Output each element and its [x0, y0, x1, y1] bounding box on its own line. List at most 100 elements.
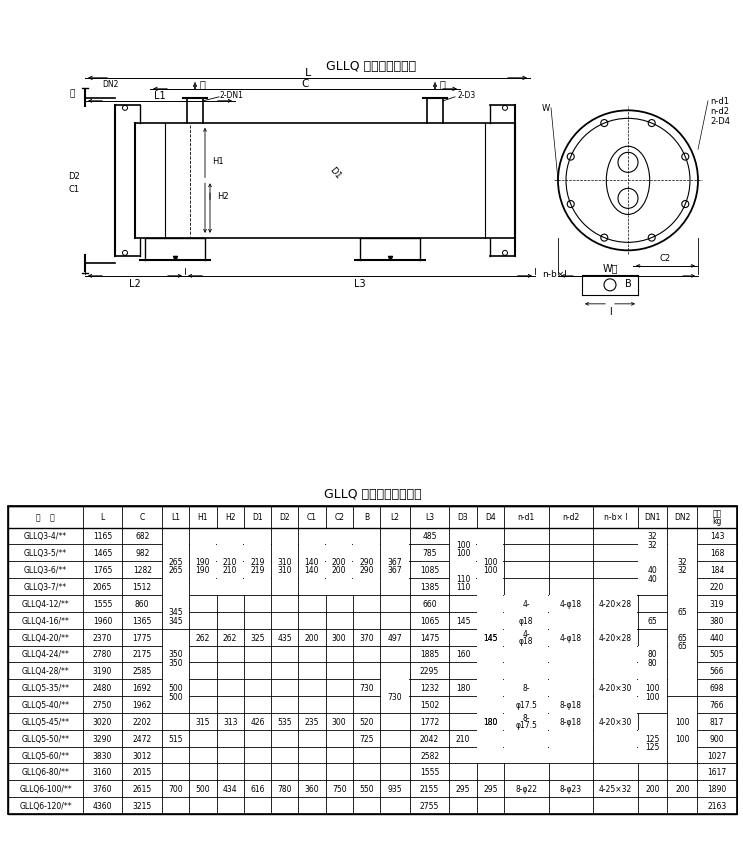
Text: 3830: 3830 — [93, 751, 112, 760]
Bar — [163, 528, 189, 595]
Text: 550: 550 — [359, 785, 374, 793]
Text: 2202: 2202 — [133, 717, 152, 726]
Text: 290: 290 — [359, 557, 374, 566]
Text: 1692: 1692 — [132, 683, 152, 693]
Text: 1512: 1512 — [133, 582, 152, 591]
Text: 32: 32 — [648, 532, 658, 541]
Bar — [477, 596, 504, 679]
Text: 180: 180 — [456, 683, 470, 693]
Text: 682: 682 — [135, 532, 149, 541]
Bar — [668, 528, 697, 595]
Text: 2015: 2015 — [132, 768, 152, 776]
Text: 210: 210 — [223, 557, 237, 566]
Text: 2163: 2163 — [707, 801, 727, 810]
Text: 4-20×30: 4-20×30 — [599, 717, 632, 726]
Text: L: L — [100, 513, 105, 521]
Text: 1555: 1555 — [93, 599, 112, 608]
Bar — [668, 663, 697, 696]
Text: 1475: 1475 — [420, 633, 439, 642]
Text: 65: 65 — [678, 607, 687, 617]
Text: 3012: 3012 — [132, 751, 152, 760]
Text: 145: 145 — [455, 616, 470, 625]
Text: 497: 497 — [388, 633, 402, 642]
Text: 8-φ18: 8-φ18 — [559, 717, 582, 726]
Text: 3160: 3160 — [93, 768, 112, 776]
Text: 350: 350 — [169, 650, 183, 659]
Bar — [163, 646, 189, 679]
Text: 319: 319 — [710, 599, 724, 608]
Bar — [8, 506, 737, 814]
Text: 200: 200 — [646, 785, 660, 793]
Text: 1960: 1960 — [93, 616, 112, 625]
Text: D2: D2 — [68, 171, 80, 181]
Text: 367: 367 — [388, 566, 402, 574]
Text: 2750: 2750 — [93, 700, 112, 709]
Text: 8-φ22: 8-φ22 — [515, 785, 537, 793]
Text: 219: 219 — [250, 557, 265, 566]
Text: 4-: 4- — [522, 599, 530, 608]
Text: 3290: 3290 — [93, 734, 112, 743]
Text: C2: C2 — [334, 513, 344, 521]
Text: 140: 140 — [305, 557, 319, 566]
Bar — [380, 679, 409, 713]
Text: C2: C2 — [660, 254, 671, 263]
Bar — [189, 528, 216, 595]
Text: 1365: 1365 — [132, 616, 152, 625]
Text: D1: D1 — [252, 513, 263, 521]
Text: 2780: 2780 — [93, 650, 112, 659]
Text: l: l — [609, 307, 611, 316]
Text: 65: 65 — [678, 633, 687, 642]
Text: GLLQ5-60/**: GLLQ5-60/** — [22, 751, 70, 760]
Text: 4-25×32: 4-25×32 — [599, 785, 632, 793]
Text: GLLQ5-40/**: GLLQ5-40/** — [22, 700, 70, 709]
Text: 730: 730 — [388, 692, 402, 700]
Text: 900: 900 — [710, 734, 724, 743]
Text: 616: 616 — [250, 785, 265, 793]
Text: 725: 725 — [359, 734, 374, 743]
Text: GLLQ 型冷却器外形图: GLLQ 型冷却器外形图 — [326, 60, 416, 73]
Text: L3: L3 — [354, 279, 366, 289]
Text: n-b× l: n-b× l — [603, 513, 627, 521]
Text: D2: D2 — [279, 513, 290, 521]
Text: 4-20×28: 4-20×28 — [599, 599, 632, 608]
Text: GLLQ5-50/**: GLLQ5-50/** — [22, 734, 70, 743]
Text: H2: H2 — [225, 513, 236, 521]
Bar — [549, 596, 593, 679]
Text: 1085: 1085 — [420, 566, 439, 574]
Text: 200: 200 — [305, 633, 319, 642]
Text: 426: 426 — [250, 717, 265, 726]
Text: GLLQ4-24/**: GLLQ4-24/** — [22, 650, 70, 659]
Text: 350: 350 — [169, 658, 183, 667]
Text: GLLQ4-16/**: GLLQ4-16/** — [22, 616, 70, 625]
Text: GLLQ6-120/**: GLLQ6-120/** — [19, 801, 72, 810]
Text: 698: 698 — [710, 683, 724, 693]
Text: 重量: 重量 — [713, 509, 721, 517]
Text: 143: 143 — [710, 532, 724, 541]
Text: 265: 265 — [169, 566, 183, 574]
Text: 345: 345 — [169, 616, 183, 625]
Text: 1962: 1962 — [132, 700, 152, 709]
Text: 140: 140 — [305, 566, 319, 574]
Text: 500: 500 — [169, 692, 183, 700]
Text: 200: 200 — [675, 785, 690, 793]
Bar — [353, 528, 380, 595]
Text: 3020: 3020 — [93, 717, 112, 726]
Text: 1027: 1027 — [707, 751, 727, 760]
Text: 2755: 2755 — [420, 801, 439, 810]
Text: 505: 505 — [710, 650, 724, 659]
Text: 730: 730 — [359, 683, 374, 693]
Text: 1885: 1885 — [420, 650, 439, 659]
Text: H1: H1 — [198, 513, 208, 521]
Text: GLLQ6-80/**: GLLQ6-80/** — [22, 768, 70, 776]
Text: 262: 262 — [195, 633, 210, 642]
Text: 262: 262 — [223, 633, 237, 642]
Text: 290: 290 — [359, 566, 374, 574]
Text: 8-φ23: 8-φ23 — [559, 785, 582, 793]
Bar — [668, 629, 697, 662]
Text: 145: 145 — [483, 633, 498, 642]
Bar — [638, 528, 667, 561]
Text: 300: 300 — [332, 633, 346, 642]
Bar — [299, 528, 325, 595]
Text: 180: 180 — [483, 717, 498, 726]
Text: 4-: 4- — [522, 630, 530, 638]
